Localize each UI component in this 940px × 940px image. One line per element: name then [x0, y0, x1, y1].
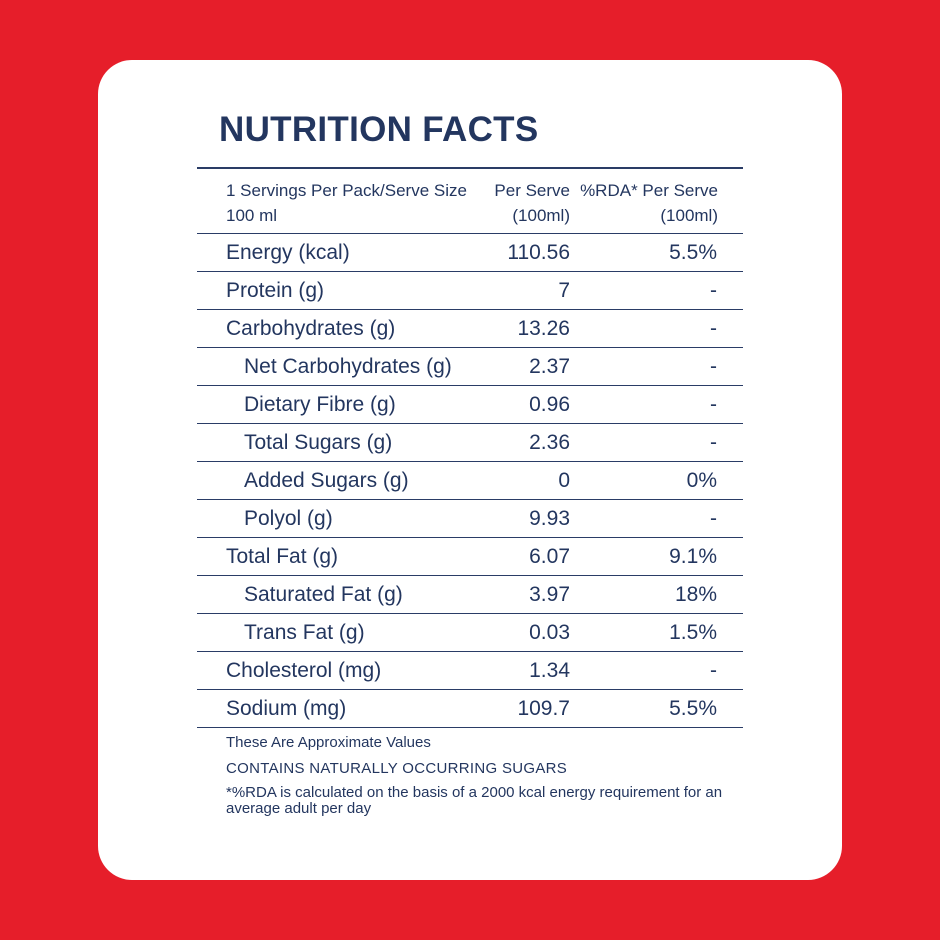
nutrient-rda: -	[710, 393, 717, 416]
table-row: Saturated Fat (g) 3.97 18%	[197, 575, 743, 613]
nutrient-rda: 0%	[686, 469, 717, 492]
nutrient-value: 0.96	[529, 393, 570, 416]
table-row: Energy (kcal) 110.56 5.5%	[197, 233, 743, 271]
nutrient-label: Dietary Fibre (g)	[244, 393, 396, 416]
nutrient-rda: 9.1%	[669, 545, 717, 568]
table-row: Net Carbohydrates (g) 2.37 -	[197, 347, 743, 385]
nutrient-value: 2.36	[529, 431, 570, 454]
rda-header: %RDA* Per Serve (100ml)	[580, 181, 718, 225]
nutrient-rda: -	[710, 659, 717, 682]
nutrient-value: 0	[558, 469, 570, 492]
nutrient-value: 2.37	[529, 355, 570, 378]
nutrient-label: Polyol (g)	[244, 507, 333, 530]
nutrient-value: 0.03	[529, 621, 570, 644]
table-row: Total Sugars (g) 2.36 -	[197, 423, 743, 461]
nutrient-rda: -	[710, 279, 717, 302]
nutrient-table: Energy (kcal) 110.56 5.5% Protein (g) 7- Carb…	[197, 233, 743, 727]
nutrient-value: 13.26	[517, 317, 570, 340]
nutrient-value: 6.07	[529, 545, 570, 568]
table-row: Added Sugars (g) 0 0%	[197, 461, 743, 499]
nutrient-label: Sodium (mg)	[226, 697, 347, 720]
table-row: Trans Fat (g) 0.03 1.5%	[197, 613, 743, 651]
table-row: Total Fat (g) 6.07 9.1%	[197, 537, 743, 575]
nutrient-rda: 18%	[674, 583, 717, 606]
approximate-values-note: These Are Approximate Values	[226, 734, 431, 751]
nutrient-rda: -	[710, 355, 717, 378]
nutrient-rda: 5.5%	[669, 697, 717, 720]
nutrient-label: Saturated Fat (g)	[244, 583, 403, 606]
nutrient-label: Total Fat (g)	[226, 545, 339, 568]
nutrient-label: Energy (kcal)	[226, 241, 350, 264]
per-serve-header: Per Serve (100ml)	[494, 181, 570, 225]
nutrient-label: Added Sugars (g)	[244, 469, 409, 492]
table-row: Polyol (g) 9.93 -	[197, 499, 743, 537]
table-row: Carbohydrates (g) 13.26 -	[197, 309, 743, 347]
nutrient-label: Net Carbohydrates (g)	[244, 355, 452, 378]
nutrient-rda: -	[710, 317, 717, 340]
serving-size-header: 1 Servings Per Pack/Serve Size 100 ml	[226, 181, 467, 225]
nutrient-rda: 1.5%	[669, 621, 717, 644]
table-row: Cholesterol (mg) 1.34 -	[197, 651, 743, 689]
nutrient-rda: -	[710, 507, 717, 530]
nutrient-value: 1.34	[529, 659, 570, 682]
table-row: Dietary Fibre (g) 0.96 -	[197, 385, 743, 423]
nutrient-label: Trans Fat (g)	[244, 621, 365, 644]
table-bottom-divider	[197, 727, 743, 728]
nutrition-title: NUTRITION FACTS	[219, 110, 539, 149]
table-row: Protein (g) 7 -	[197, 271, 743, 309]
natural-sugars-note: CONTAINS NATURALLY OCCURRING SUGARS	[226, 760, 568, 777]
nutrient-label: Protein (g)	[226, 279, 325, 302]
nutrient-label: Carbohydrates (g)	[226, 317, 396, 340]
nutrient-rda: 5.5%	[669, 241, 717, 264]
header-divider	[197, 167, 743, 169]
nutrition-card	[98, 60, 842, 880]
nutrient-value: 110.56	[507, 241, 570, 264]
nutrient-value: 3.97	[529, 583, 570, 606]
nutrient-value: 9.93	[529, 507, 570, 530]
nutrient-value: 7	[558, 279, 570, 302]
nutrient-value: 109.7	[517, 697, 570, 720]
nutrient-label: Cholesterol (mg)	[226, 659, 382, 682]
nutrient-rda: -	[710, 431, 717, 454]
table-row: Sodium (mg) 109.7 5.5%	[197, 689, 743, 727]
rda-footnote: *%RDA is calculated on the basis of a 20…	[226, 784, 723, 817]
nutrient-label: Total Sugars (g)	[244, 431, 393, 454]
